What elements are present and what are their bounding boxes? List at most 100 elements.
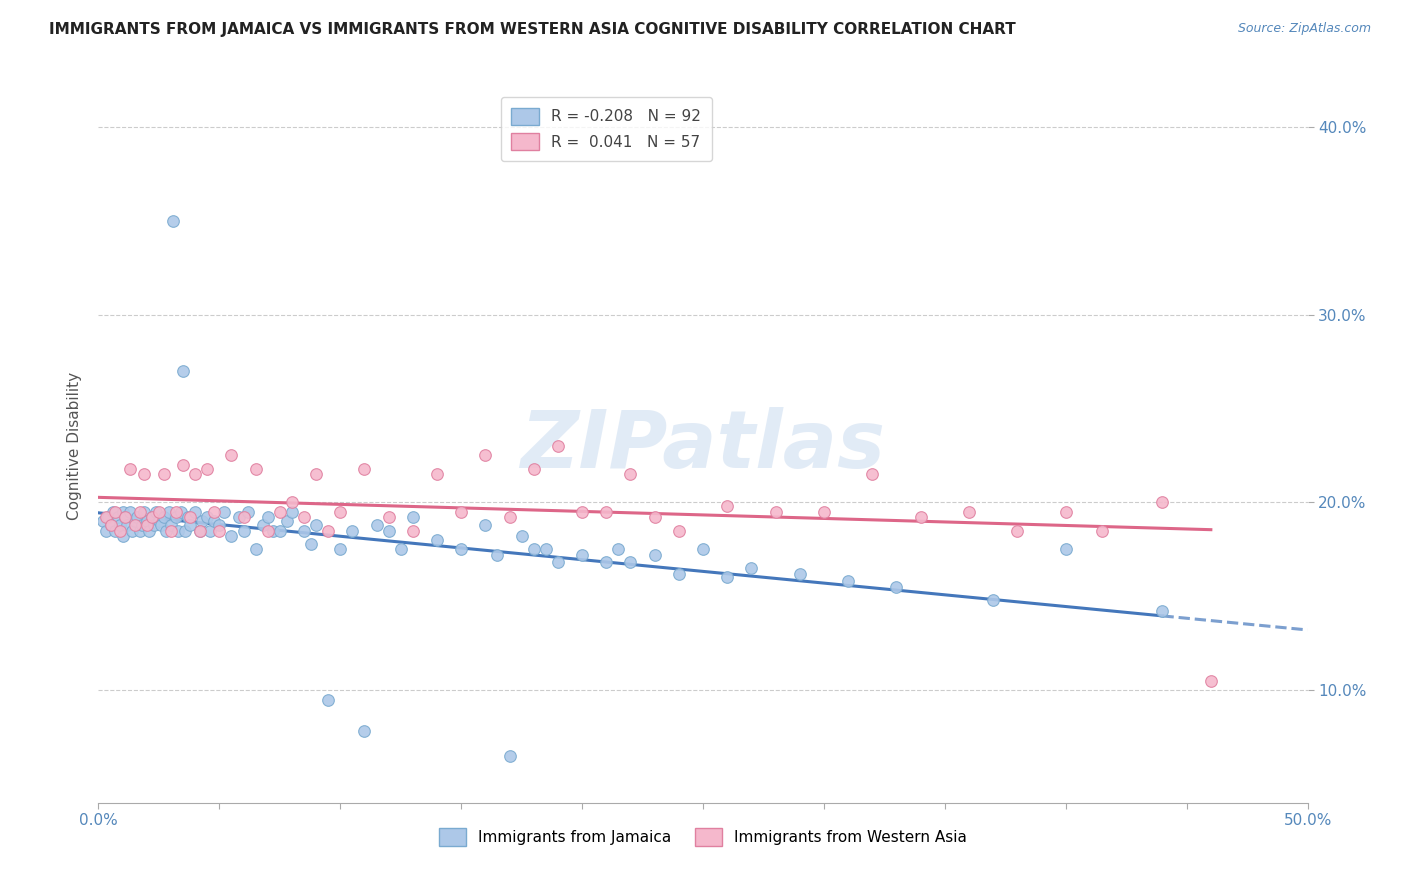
Point	[789, 566, 811, 581]
Point	[619, 467, 641, 482]
Point	[1152, 604, 1174, 618]
Point	[595, 556, 617, 570]
Point	[114, 510, 136, 524]
Point	[523, 461, 546, 475]
Point	[184, 467, 207, 482]
Point	[108, 517, 131, 532]
Point	[837, 574, 859, 589]
Point	[208, 524, 231, 538]
Point	[571, 548, 593, 562]
Point	[145, 505, 167, 519]
Point	[141, 510, 163, 524]
Point	[498, 748, 520, 763]
Point	[644, 510, 666, 524]
Point	[281, 495, 304, 509]
Point	[162, 213, 184, 227]
Point	[195, 461, 218, 475]
Point	[316, 524, 339, 538]
Point	[143, 517, 166, 532]
Point	[813, 505, 835, 519]
Point	[740, 561, 762, 575]
Point	[1054, 542, 1077, 557]
Point	[191, 514, 214, 528]
Point	[262, 524, 284, 538]
Point	[160, 517, 183, 532]
Point	[276, 514, 298, 528]
Point	[228, 510, 250, 524]
Point	[128, 505, 150, 519]
Text: IMMIGRANTS FROM JAMAICA VS IMMIGRANTS FROM WESTERN ASIA COGNITIVE DISABILITY COR: IMMIGRANTS FROM JAMAICA VS IMMIGRANTS FR…	[49, 22, 1017, 37]
Point	[104, 505, 127, 519]
Point	[177, 510, 200, 524]
Point	[510, 529, 533, 543]
Point	[111, 529, 134, 543]
Point	[117, 517, 139, 532]
Point	[353, 724, 375, 739]
Point	[152, 510, 174, 524]
Point	[107, 510, 129, 524]
Point	[305, 467, 328, 482]
Point	[152, 467, 174, 482]
Point	[245, 461, 267, 475]
Point	[179, 510, 201, 524]
Point	[127, 510, 149, 524]
Point	[118, 461, 141, 475]
Point	[204, 514, 226, 528]
Point	[1091, 524, 1114, 538]
Point	[104, 524, 127, 538]
Point	[389, 542, 412, 557]
Point	[91, 514, 114, 528]
Point	[135, 514, 157, 528]
Point	[160, 524, 183, 538]
Point	[281, 505, 304, 519]
Point	[353, 461, 375, 475]
Point	[232, 510, 254, 524]
Point	[184, 505, 207, 519]
Point	[1007, 524, 1029, 538]
Point	[208, 517, 231, 532]
Point	[523, 542, 546, 557]
Point	[135, 517, 157, 532]
Point	[607, 542, 630, 557]
Point	[172, 458, 194, 472]
Point	[329, 505, 352, 519]
Point	[366, 517, 388, 532]
Point	[377, 524, 399, 538]
Point	[212, 505, 235, 519]
Point	[148, 505, 170, 519]
Point	[195, 510, 218, 524]
Point	[172, 364, 194, 378]
Point	[547, 556, 569, 570]
Point	[316, 692, 339, 706]
Point	[860, 467, 883, 482]
Point	[252, 517, 274, 532]
Point	[716, 499, 738, 513]
Point	[377, 510, 399, 524]
Point	[188, 524, 211, 538]
Point	[981, 593, 1004, 607]
Point	[1152, 495, 1174, 509]
Point	[128, 524, 150, 538]
Point	[232, 524, 254, 538]
Point	[886, 580, 908, 594]
Point	[138, 524, 160, 538]
Point	[668, 566, 690, 581]
Point	[169, 505, 191, 519]
Point	[595, 505, 617, 519]
Point	[256, 510, 278, 524]
Point	[498, 510, 520, 524]
Point	[100, 517, 122, 532]
Point	[141, 510, 163, 524]
Legend: Immigrants from Jamaica, Immigrants from Western Asia: Immigrants from Jamaica, Immigrants from…	[433, 822, 973, 852]
Point	[426, 467, 449, 482]
Point	[571, 505, 593, 519]
Point	[157, 505, 180, 519]
Point	[644, 548, 666, 562]
Point	[155, 524, 177, 538]
Point	[94, 510, 117, 524]
Point	[101, 505, 124, 519]
Point	[426, 533, 449, 547]
Y-axis label: Cognitive Disability: Cognitive Disability	[67, 372, 83, 520]
Text: ZIPatlas: ZIPatlas	[520, 407, 886, 485]
Point	[329, 542, 352, 557]
